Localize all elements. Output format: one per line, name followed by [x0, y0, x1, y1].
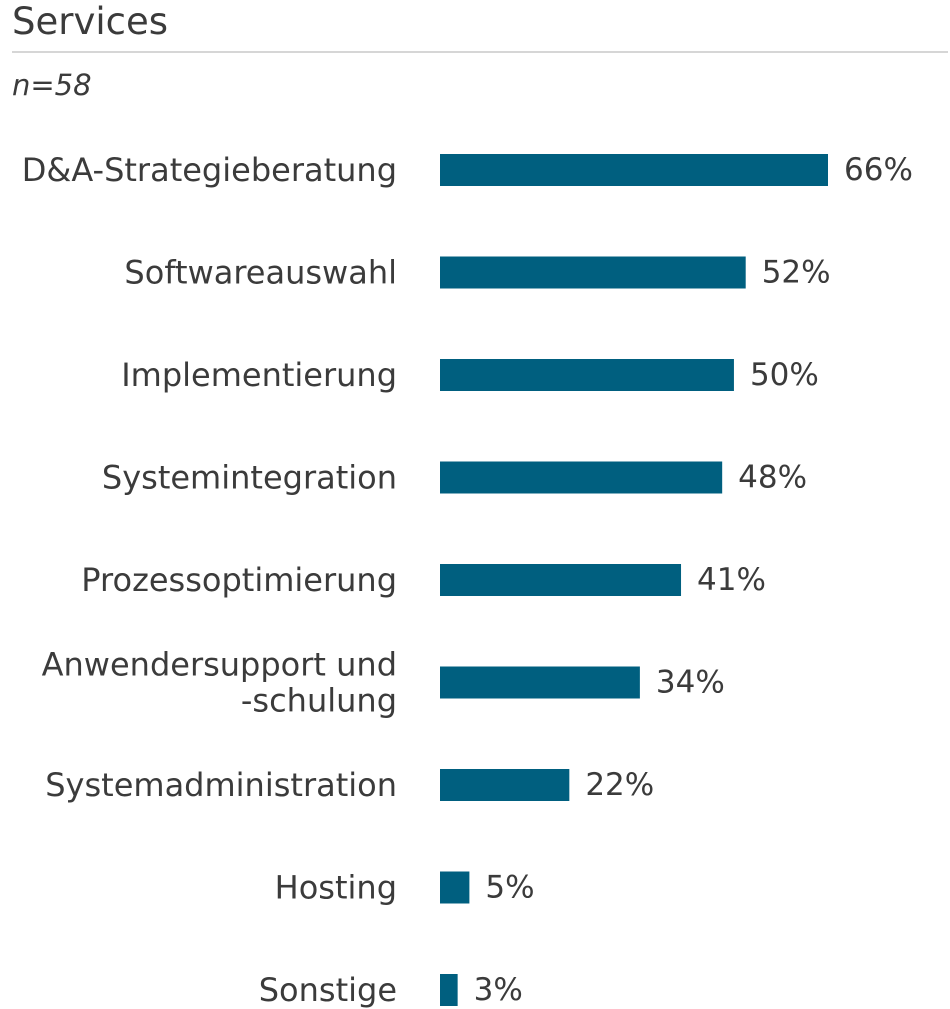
value-label-6: 22% [585, 767, 654, 803]
category-label-1: Softwareauswahl [124, 254, 397, 292]
category-label-5-line-1: -schulung [241, 682, 397, 720]
value-label-5: 34% [656, 665, 725, 701]
chart-header: Services [12, 0, 948, 53]
value-label-1: 52% [762, 255, 831, 291]
category-label-6: Systemadministration [45, 766, 397, 804]
value-label-0: 66% [844, 152, 913, 188]
category-label-4: Prozessoptimierung [81, 561, 397, 599]
category-label-3: Systemintegration [102, 459, 397, 497]
bar-3 [440, 461, 723, 494]
category-label-5-line-0: Anwendersupport und [42, 646, 397, 684]
category-label-8: Sonstige [259, 971, 397, 1009]
chart-title: Services [12, 0, 169, 43]
category-label-2: Implementierung [121, 356, 397, 394]
bar-2 [440, 359, 734, 391]
chart-subtitle: n=58 [12, 68, 92, 102]
value-label-7: 5% [485, 870, 534, 906]
title-divider [12, 51, 948, 53]
bar-5 [440, 666, 640, 699]
bar-1 [440, 256, 746, 289]
value-label-3: 48% [738, 460, 807, 496]
bar-7 [440, 871, 470, 904]
bar-4 [440, 564, 682, 596]
bar-8 [440, 974, 458, 1006]
category-label-7: Hosting [275, 869, 397, 907]
value-label-8: 3% [474, 972, 523, 1008]
bar-0 [440, 154, 828, 186]
value-label-4: 41% [697, 562, 766, 598]
category-label-0: D&A-Strategieberatung [22, 151, 397, 189]
bar-6 [440, 769, 570, 801]
value-label-2: 50% [750, 357, 819, 393]
